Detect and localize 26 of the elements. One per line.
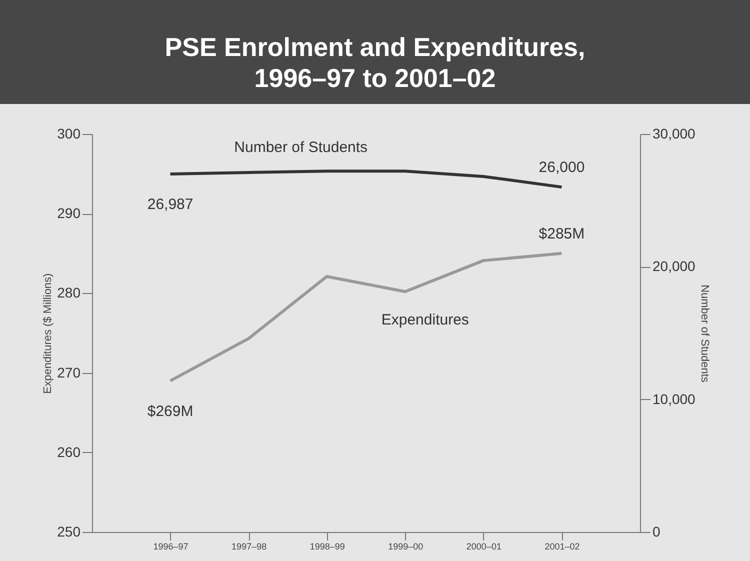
x-tick-label: 2000–01 [466, 542, 502, 552]
y-tick-label: 270 [57, 364, 81, 380]
y-tick-label: 250 [57, 524, 81, 540]
y2-tick-label: 20,000 [652, 258, 696, 274]
y2-tick-label: 0 [652, 524, 660, 540]
y2-tick-label: 10,000 [652, 390, 696, 407]
data-label: $285M [538, 225, 585, 242]
data-label: $269M [147, 402, 194, 420]
x-tick-label: 2001–02 [544, 542, 580, 552]
y-axis-title: Expenditures ($ Millions) [42, 273, 54, 394]
data-label: 26,000 [538, 159, 585, 176]
x-tick-label: 1999–00 [388, 542, 424, 552]
data-label: 26,987 [147, 196, 194, 213]
chart-title: PSE Enrolment and Expenditures, 1996–97 to 2001–02 [164, 32, 586, 93]
series-label: Expenditures [381, 312, 469, 329]
y2-axis-title: Number of Students [698, 284, 710, 383]
series-label: Number of Students [234, 139, 368, 156]
y-tick-label: 280 [57, 284, 81, 301]
y-tick-label: 290 [57, 205, 81, 222]
y2-tick-label: 30,000 [652, 126, 696, 142]
x-tick-label: 1997–98 [232, 542, 267, 552]
x-tick-label: 1996–97 [153, 542, 188, 552]
y-tick-label: 300 [57, 126, 81, 142]
x-tick-label: 1998–99 [310, 542, 345, 552]
y-tick-label: 260 [57, 444, 81, 460]
line-series [168, 252, 564, 382]
